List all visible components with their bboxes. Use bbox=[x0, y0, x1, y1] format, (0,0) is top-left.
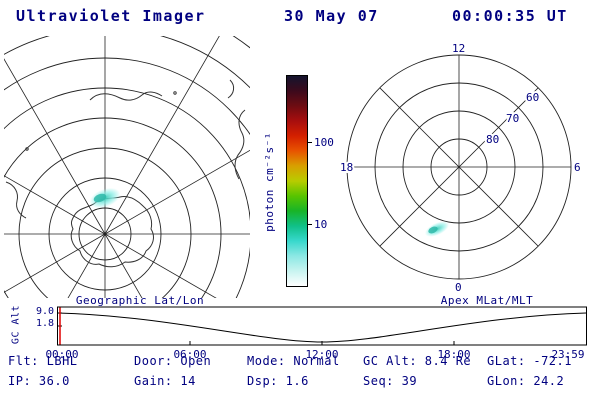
aurora-patch-geographic bbox=[89, 187, 121, 209]
meridian-lines bbox=[4, 36, 250, 298]
axis-ticks bbox=[58, 312, 455, 345]
x-tick-1800: 18:00 bbox=[437, 348, 471, 361]
apex-polar-plot: 12 18 6 0 60 70 80 bbox=[340, 42, 583, 294]
status-mode: Mode: Normal bbox=[247, 354, 340, 368]
status-dsp: Dsp: 1.6 bbox=[247, 374, 309, 388]
gc-alt-axis-label: GC Alt bbox=[10, 304, 22, 345]
status-door: Door: Open bbox=[134, 354, 212, 368]
strip-chart-frame bbox=[57, 306, 587, 346]
x-tick-2359: 23:59 bbox=[551, 348, 585, 361]
mlt-label-18: 18 bbox=[340, 161, 353, 174]
x-tick-0600: 06:00 bbox=[173, 348, 207, 361]
geographic-map bbox=[4, 36, 250, 298]
colorbar bbox=[286, 75, 308, 287]
status-flt: Flt: LBHL bbox=[8, 354, 78, 368]
aurora-patch-apex bbox=[424, 221, 450, 237]
colorbar-tick-10: 10 bbox=[314, 218, 328, 231]
mlt-label-6: 6 bbox=[574, 161, 581, 174]
status-glat: GLat: -72.1 bbox=[487, 354, 572, 368]
app-title: Ultraviolet Imager bbox=[16, 7, 206, 25]
gc-alt-curve bbox=[57, 312, 587, 343]
colorbar-gradient bbox=[287, 76, 307, 286]
coastlines bbox=[5, 79, 246, 268]
colorbar-tick-100: 100 bbox=[314, 136, 334, 149]
status-ip: IP: 36.0 bbox=[8, 374, 70, 388]
header-date: 30 May 07 bbox=[284, 7, 379, 25]
apex-caption: Apex MLat/MLT bbox=[440, 294, 534, 307]
x-tick-1200: 12:00 bbox=[305, 348, 339, 361]
mlat-ring-label-80: 80 bbox=[486, 133, 499, 146]
colorbar-tick-100-mark bbox=[308, 142, 312, 143]
mlt-label-0: 0 bbox=[455, 281, 462, 294]
mlat-ring-label-60: 60 bbox=[526, 91, 539, 104]
status-glon: GLon: 24.2 bbox=[487, 374, 565, 388]
geographic-caption: Geographic Lat/Lon bbox=[75, 294, 205, 307]
mlat-ring-label-70: 70 bbox=[506, 112, 519, 125]
gc-alt-strip-chart bbox=[57, 306, 587, 346]
x-tick-0000: 00:00 bbox=[45, 348, 79, 361]
latitude-circles bbox=[4, 36, 250, 298]
status-seq: Seq: 39 bbox=[363, 374, 418, 388]
colorbar-label: photon cm⁻²s⁻¹ bbox=[263, 132, 276, 232]
y-tick-9: 9.0 bbox=[35, 306, 54, 317]
mlt-spokes bbox=[347, 55, 571, 279]
mlt-label-12: 12 bbox=[452, 42, 465, 55]
colorbar-tick-10-mark bbox=[308, 224, 312, 225]
status-gcalt: GC Alt: 8.4 Re bbox=[363, 354, 472, 368]
status-gain: Gain: 14 bbox=[134, 374, 196, 388]
y-tick-1-8: 1.8 bbox=[35, 318, 54, 329]
header-time: 00:00:35 UT bbox=[452, 7, 568, 25]
